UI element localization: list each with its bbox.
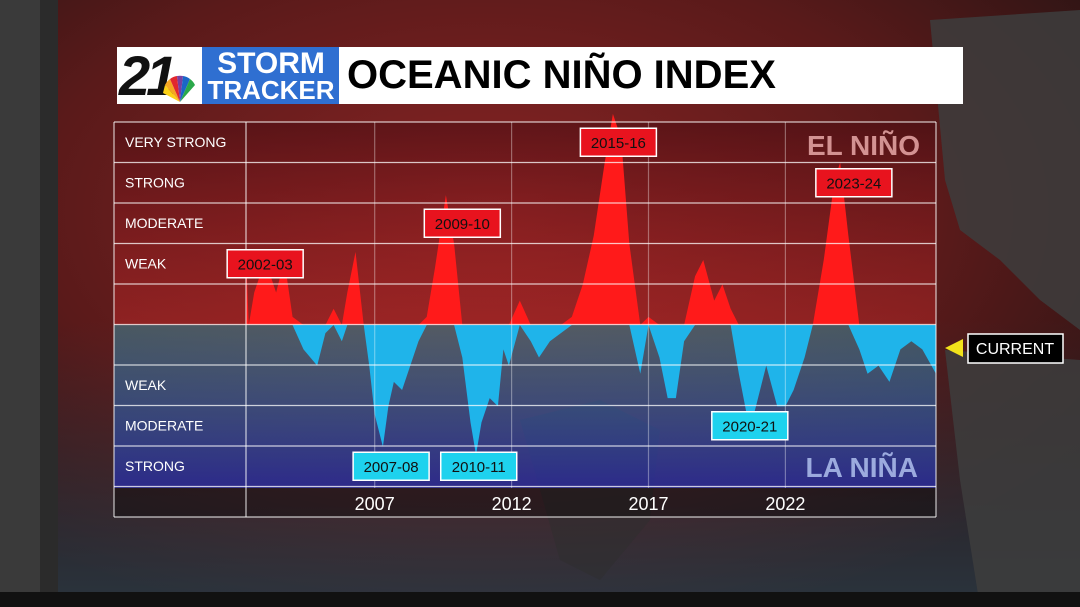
- logo-line-storm: STORM: [217, 47, 325, 80]
- event-label-2010-11: 2010-11: [439, 451, 518, 481]
- event-label-box: [579, 127, 658, 157]
- current-arrow-icon: [945, 339, 963, 357]
- event-label-box: [423, 208, 502, 238]
- strength-label-el-nino: VERY STRONG: [125, 134, 226, 150]
- el-nino-zone: [114, 122, 936, 325]
- strength-label-la-nina: STRONG: [125, 458, 185, 474]
- strength-label-el-nino: MODERATE: [125, 215, 203, 231]
- strength-label-la-nina: MODERATE: [125, 418, 203, 434]
- event-label-2015-16: 2015-16: [579, 127, 658, 157]
- la-nina-area: [246, 325, 936, 455]
- event-label-box: [711, 411, 789, 441]
- strength-label-el-nino: STRONG: [125, 175, 185, 191]
- strength-label-el-nino: WEAK: [125, 256, 167, 272]
- x-tick-label: 2012: [492, 494, 532, 514]
- event-label-text: 2007-08: [364, 459, 419, 476]
- event-label-2009-10: 2009-10: [423, 208, 502, 238]
- header-bar: 21 STORM TRACKER OCEANIC NIÑO INDEX: [117, 44, 963, 107]
- event-label-box: [226, 249, 304, 279]
- event-label-text: 2023-24: [826, 175, 881, 192]
- axis-band: [114, 488, 936, 517]
- event-label-text: 2002-03: [238, 256, 293, 273]
- current-label-box: [967, 333, 1064, 364]
- logo-line-tracker: TRACKER: [207, 75, 335, 105]
- x-tick-label: 2007: [355, 494, 395, 514]
- event-label-2020-21: 2020-21: [711, 411, 789, 441]
- storm-tracker-logo: STORM TRACKER: [202, 47, 339, 105]
- logo-number-text: 21: [119, 44, 177, 107]
- el-nino-area: [246, 113, 936, 325]
- event-label-2023-24: 2023-24: [815, 168, 893, 198]
- x-tick-label: 2017: [628, 494, 668, 514]
- event-label-text: 2009-10: [435, 216, 490, 233]
- event-label-box: [815, 168, 893, 198]
- current-label-text: CURRENT: [976, 341, 1054, 358]
- event-label-text: 2020-21: [722, 418, 777, 435]
- event-label-box: [439, 451, 518, 481]
- phase-label-la-nina: LA NIÑA: [805, 452, 918, 483]
- peacock-icon: [163, 75, 195, 102]
- event-label-text: 2015-16: [591, 135, 646, 152]
- page-title: OCEANIC NIÑO INDEX: [347, 53, 776, 97]
- event-label-box: [352, 451, 430, 481]
- station-logo-number: 21: [117, 44, 202, 107]
- strength-label-la-nina: WEAK: [125, 377, 167, 393]
- event-label-text: 2010-11: [452, 459, 506, 476]
- phase-label-el-nino: EL NIÑO: [807, 130, 920, 161]
- x-tick-label: 2022: [765, 494, 805, 514]
- event-label-2002-03: 2002-03: [226, 249, 304, 279]
- event-label-2007-08: 2007-08: [352, 451, 430, 481]
